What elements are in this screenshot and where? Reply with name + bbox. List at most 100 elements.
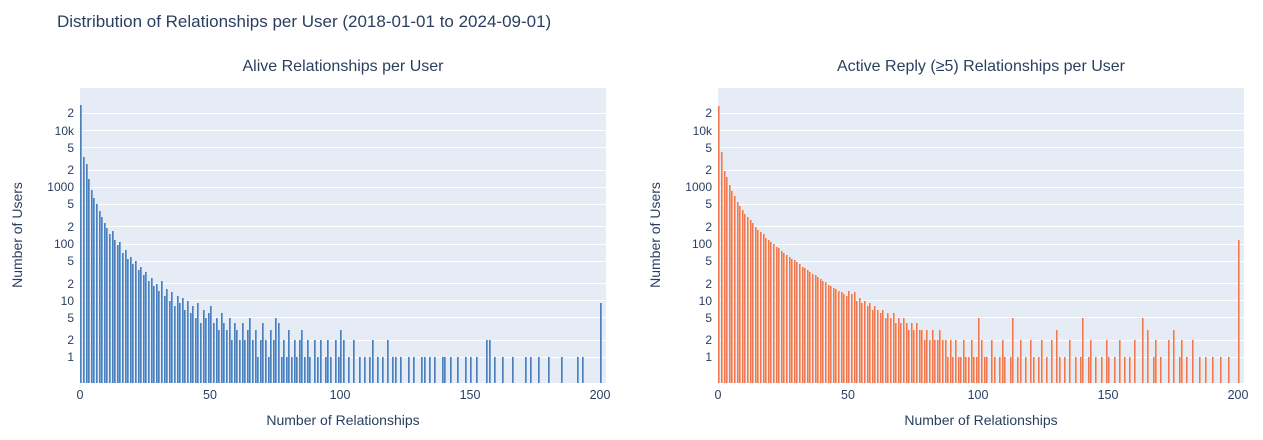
histogram-bar: [1038, 357, 1041, 383]
x-tick-label: 150: [459, 388, 481, 402]
y-tick-label: 5: [705, 140, 712, 155]
histogram-bar: [845, 296, 848, 383]
histogram-bar: [394, 357, 397, 383]
histogram-bar: [316, 357, 319, 383]
histogram-bar: [840, 292, 843, 383]
histogram-bar: [869, 303, 872, 383]
histogram-bar: [470, 357, 473, 383]
histogram-bar: [176, 296, 179, 383]
histogram-bar: [999, 357, 1002, 383]
y-tick-label: 2: [705, 219, 712, 234]
histogram-bar: [900, 323, 903, 383]
histogram-bar: [947, 357, 950, 383]
histogram-bar: [1238, 239, 1241, 383]
histogram-bar: [199, 323, 202, 383]
histogram-bar: [824, 282, 827, 383]
gridline: [718, 300, 1244, 302]
histogram-bar: [1142, 317, 1145, 383]
histogram-bar: [501, 357, 504, 383]
histogram-bar: [1045, 357, 1048, 383]
y-tick-label: 2: [67, 333, 74, 348]
histogram-bar: [337, 357, 340, 383]
histogram-bar: [809, 272, 812, 383]
histogram-bar: [941, 340, 944, 383]
histogram-bar: [728, 184, 731, 383]
histogram-bar: [936, 340, 939, 383]
histogram-bar: [757, 229, 760, 383]
histogram-bar: [88, 178, 91, 383]
histogram-bar: [736, 201, 739, 383]
histogram-bar: [306, 340, 309, 383]
histogram-bar: [817, 277, 820, 383]
y-tick-label: 5: [67, 197, 74, 212]
y-tick-label: 100: [691, 237, 712, 251]
histogram-bar: [785, 254, 788, 383]
histogram-bar: [329, 357, 332, 383]
histogram-bar: [765, 237, 768, 383]
histogram-bar: [210, 306, 213, 383]
histogram-bar: [957, 357, 960, 383]
histogram-bar: [121, 252, 124, 383]
histogram-bar: [220, 313, 223, 383]
y-tick-label: 2: [67, 106, 74, 121]
histogram-bar: [1212, 357, 1215, 383]
histogram-bar: [733, 196, 736, 383]
histogram-bar: [1199, 357, 1202, 383]
histogram-bar: [796, 262, 799, 383]
histogram-bar: [1152, 357, 1155, 383]
histogram-bar: [910, 323, 913, 383]
plot-area-active-reply[interactable]: [718, 88, 1244, 383]
histogram-bar: [270, 330, 273, 383]
histogram-bar: [254, 330, 257, 383]
histogram-bar: [194, 317, 197, 383]
histogram-bar: [780, 251, 783, 383]
histogram-bar: [967, 357, 970, 383]
histogram-bar: [772, 244, 775, 383]
x-tick-label: 200: [589, 388, 611, 402]
histogram-bar: [137, 269, 140, 383]
histogram-bar: [223, 323, 226, 383]
histogram-bar: [119, 241, 122, 383]
histogram-bar: [1090, 340, 1093, 383]
histogram-bar: [1017, 357, 1020, 383]
x-axis-title: Number of Relationships: [266, 412, 420, 428]
gridline: [80, 186, 606, 188]
histogram-bar: [184, 309, 187, 383]
y-tick-label: 2: [705, 276, 712, 291]
histogram-bar: [153, 286, 156, 383]
histogram-bar: [1056, 330, 1059, 383]
histogram-bar: [548, 357, 551, 383]
histogram-bar: [241, 323, 244, 383]
y-tick-label: 5: [705, 197, 712, 212]
plot-area-alive[interactable]: [80, 88, 606, 383]
x-tick-label: 200: [1227, 388, 1249, 402]
y-tick-label: 10k: [54, 123, 74, 138]
histogram-bar: [814, 275, 817, 383]
histogram-bar: [783, 252, 786, 383]
histogram-bar: [309, 357, 312, 383]
histogram-bar: [1001, 340, 1004, 383]
histogram-bar: [368, 357, 371, 383]
histogram-bar: [457, 357, 460, 383]
histogram-bar: [778, 248, 781, 383]
histogram-bar: [1227, 357, 1230, 383]
histogram-bar: [82, 157, 85, 383]
histogram-bar: [251, 340, 254, 383]
histogram-bar: [1173, 330, 1176, 383]
y-tick-label: 2: [705, 106, 712, 121]
gridline: [718, 260, 1244, 262]
gridline: [80, 130, 606, 132]
histogram-bar: [363, 357, 366, 383]
histogram-bar: [856, 300, 859, 383]
histogram-bar: [132, 263, 135, 383]
histogram-bar: [600, 303, 603, 383]
histogram-bar: [770, 241, 773, 383]
histogram-bar: [475, 357, 478, 383]
histogram-bar: [215, 317, 218, 383]
histogram-bar: [908, 330, 911, 383]
histogram-bar: [928, 340, 931, 383]
histogram-bar: [233, 323, 236, 383]
histogram-bar: [887, 313, 890, 383]
histogram-bar: [524, 357, 527, 383]
histogram-bar: [202, 309, 205, 383]
